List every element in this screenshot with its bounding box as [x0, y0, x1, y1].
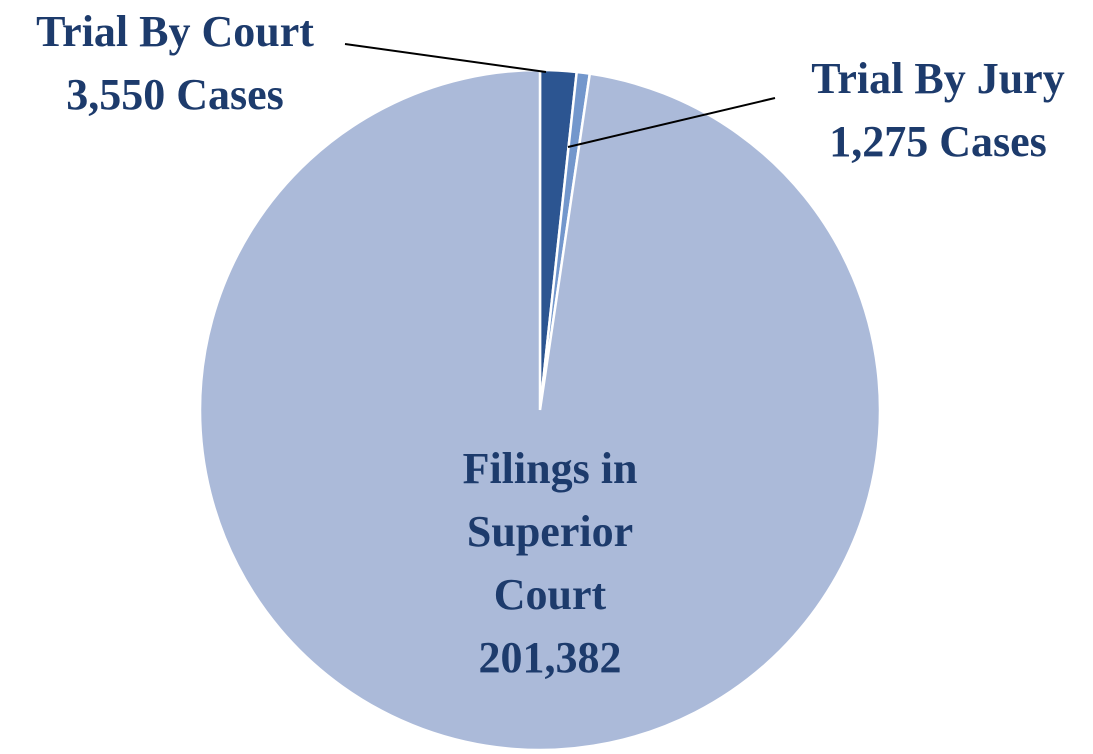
leader-line — [344, 43, 547, 73]
category-label: Filings in Superior Court — [462, 444, 638, 619]
value-label: 3,550 Cases — [66, 70, 284, 119]
slice-label: Trial By Court 3,550 Cases — [0, 0, 350, 126]
category-label: Trial By Jury — [811, 54, 1065, 103]
leader-line — [567, 97, 776, 148]
value-label: 1,275 Cases — [829, 117, 1047, 166]
slices — [198, 68, 882, 752]
value-label: 201,382 — [478, 633, 622, 682]
pie-slice — [198, 68, 882, 752]
slice-label: Trial By Jury 1,275 Cases — [780, 47, 1093, 173]
slice-label: Filings in Superior Court 201,382 — [430, 437, 670, 689]
category-label: Trial By Court — [36, 7, 314, 56]
